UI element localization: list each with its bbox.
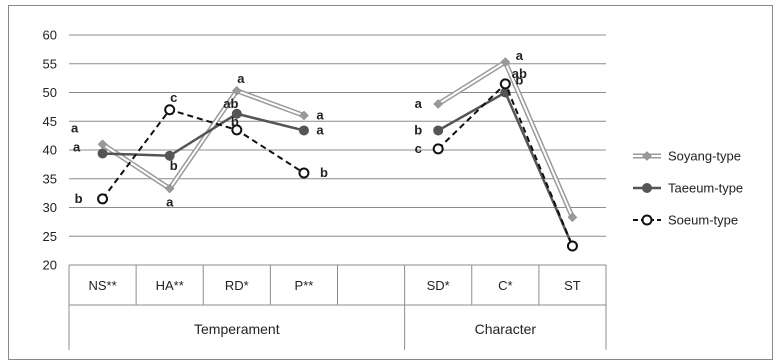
data-point-soeum [231,124,243,136]
significance-label: b [414,122,422,137]
y-tick-label: 50 [43,85,57,100]
significance-label: a [415,96,423,111]
significance-label: a [316,122,324,137]
data-point-soyang [433,99,444,109]
significance-label: b [515,73,523,88]
data-point-soyang [299,110,309,121]
category-label: NS** [88,278,116,293]
significance-label: a [166,195,174,210]
y-tick-label: 55 [43,56,57,71]
data-point-soyang [500,57,511,67]
data-point-soeum [97,193,109,205]
legend-marker-soyang [642,151,652,161]
significance-label: a [237,71,245,86]
data-point-taeeum [231,108,242,119]
category-label: HA** [156,278,184,293]
y-tick-label: 45 [43,114,57,129]
significance-label: a [71,120,79,135]
significance-label: b [320,165,328,180]
data-point-soeum [298,167,310,179]
group-label: Character [475,321,537,337]
significance-label: c [170,90,177,105]
significance-label: b [170,158,178,173]
significance-label: a [316,108,324,123]
data-point-taeeum [298,125,309,136]
data-point-soeum [499,78,511,90]
significance-label: b [231,114,239,129]
legend-label-taeeum: Taeeum-type [668,181,743,196]
significance-label: b [75,191,83,206]
legend-marker-soeum [641,214,653,226]
data-point-soeum [432,143,444,155]
data-point-soeum [566,240,578,252]
data-point-soyang [164,183,175,194]
y-tick-label: 25 [43,229,57,244]
y-tick-label: 30 [43,200,57,215]
significance-label: ab [512,66,527,81]
series-line-taeeum [102,112,305,158]
category-label: C* [498,278,512,293]
y-tick-label: 35 [43,171,57,186]
legend-label-soeum: Soeum-type [668,213,738,228]
significance-label: ab [223,96,238,111]
y-tick-label: 20 [43,258,57,273]
chart-frame [8,5,773,360]
data-point-soeum [164,104,176,116]
category-label: RD* [225,278,249,293]
legend-label-soyang: Soyang-type [668,149,741,164]
category-label: SD* [427,278,450,293]
data-point-taeeum [433,125,444,136]
category-label: P** [295,278,314,293]
y-tick-label: 60 [43,28,57,43]
legend-marker-taeeum [642,183,652,193]
data-point-soyang [231,85,242,96]
data-point-soyang [567,212,578,223]
significance-label: c [415,141,422,156]
series-line-soeum [101,108,305,200]
group-label: Temperament [194,321,280,337]
y-tick-label: 40 [43,143,57,158]
significance-label: a [516,48,524,63]
series-line-soyang-inner [102,89,305,190]
category-label: ST [564,278,581,293]
data-point-taeeum [97,148,108,159]
significance-label: a [73,139,81,154]
data-point-taeeum [164,150,175,161]
